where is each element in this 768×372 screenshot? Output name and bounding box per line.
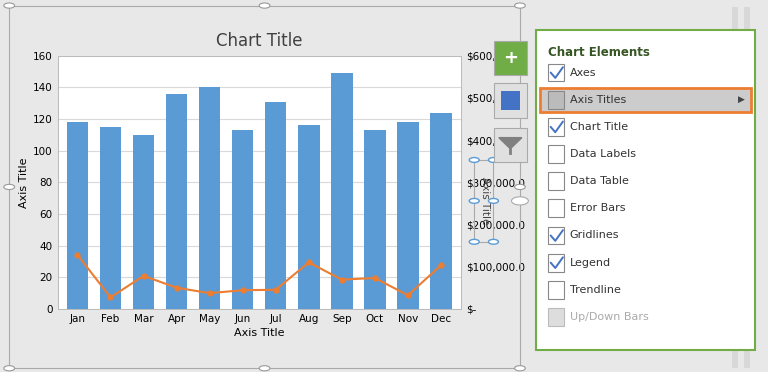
Bar <box>232 130 253 309</box>
Text: Axis Titles: Axis Titles <box>570 95 626 105</box>
Text: Up/Down Bars: Up/Down Bars <box>570 312 649 322</box>
Bar <box>166 94 187 309</box>
Bar <box>364 130 386 309</box>
Bar <box>265 102 286 309</box>
Text: Data Table: Data Table <box>570 176 629 186</box>
Bar <box>397 122 419 309</box>
Text: Gridlines: Gridlines <box>570 231 619 240</box>
Bar <box>199 87 220 309</box>
Text: Legend: Legend <box>570 258 611 267</box>
Y-axis label: Axis Title: Axis Title <box>19 157 29 208</box>
Text: Chart Elements: Chart Elements <box>548 46 650 58</box>
Bar <box>133 135 154 309</box>
Text: Data Labels: Data Labels <box>570 149 636 159</box>
X-axis label: Axis Title: Axis Title <box>234 328 284 338</box>
Text: Chart Title: Chart Title <box>570 122 628 132</box>
Bar <box>67 122 88 309</box>
Bar <box>100 127 121 309</box>
Bar <box>331 73 353 309</box>
Bar <box>430 113 452 309</box>
Text: Axes: Axes <box>570 68 597 77</box>
Polygon shape <box>498 138 521 149</box>
Text: Error Bars: Error Bars <box>570 203 625 213</box>
Text: ▶: ▶ <box>738 95 744 104</box>
Text: Axis Title: Axis Title <box>479 177 490 225</box>
Title: Chart Title: Chart Title <box>216 32 303 50</box>
Text: +: + <box>503 49 518 67</box>
Text: Trendline: Trendline <box>570 285 621 295</box>
Bar <box>298 125 319 309</box>
